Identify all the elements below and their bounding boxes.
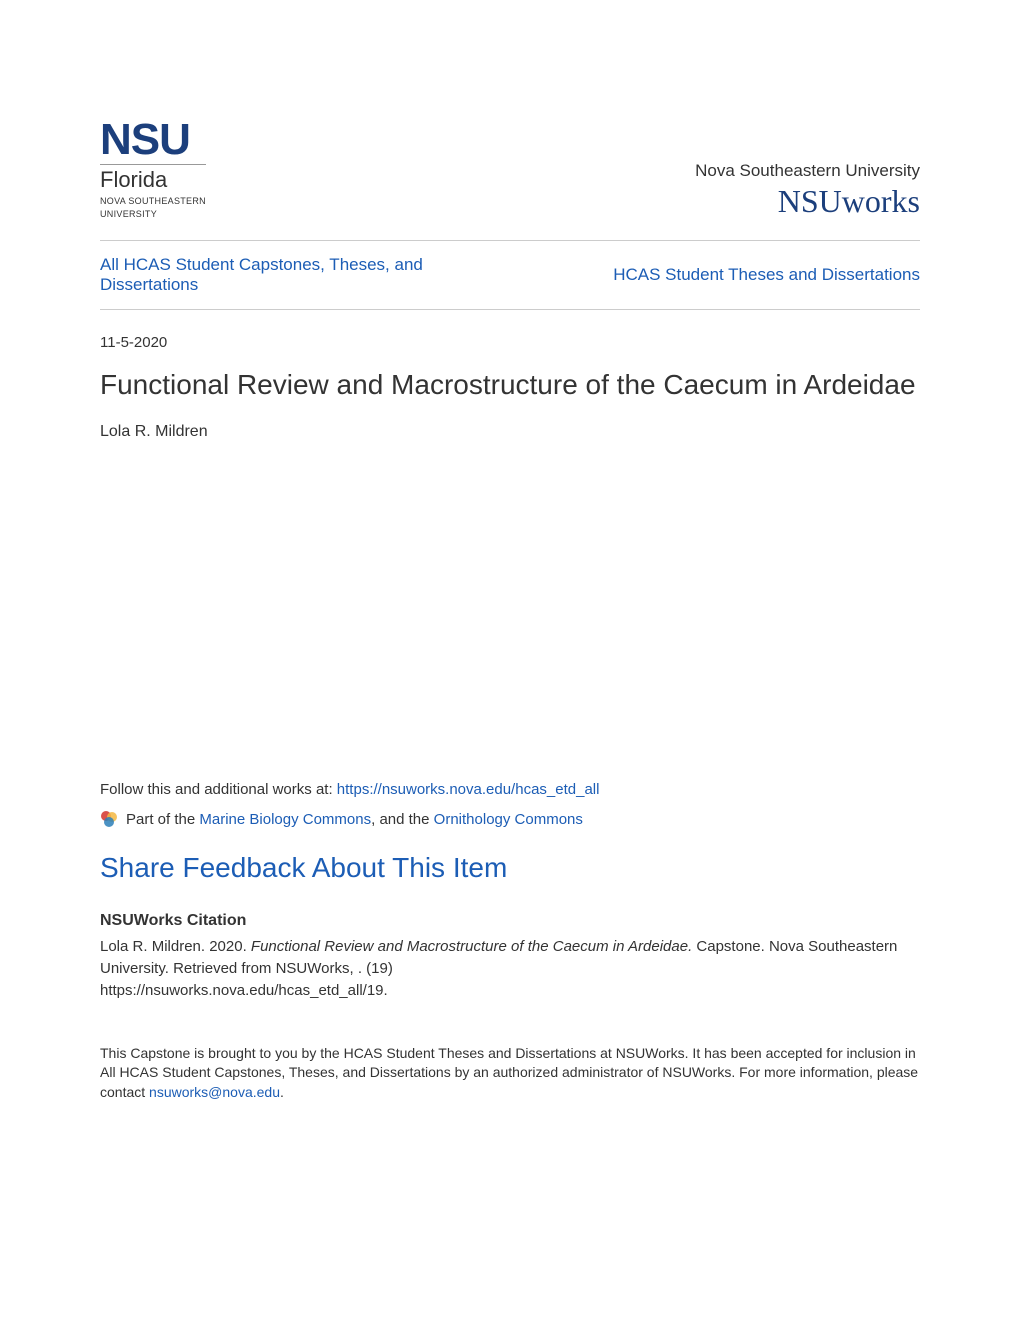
- footer-email-link[interactable]: nsuworks@nova.edu: [149, 1084, 280, 1100]
- part-of-prefix: Part of the: [126, 811, 199, 828]
- nav-left: All HCAS Student Capstones, Theses, and …: [100, 255, 460, 295]
- document-title: Functional Review and Macrostructure of …: [100, 369, 920, 401]
- citation-title: Functional Review and Macrostructure of …: [251, 938, 692, 955]
- citation-author-year: Lola R. Mildren. 2020.: [100, 938, 251, 955]
- citation-heading: NSUWorks Citation: [100, 912, 920, 930]
- feedback-title-text: Share Feedback About This Item: [100, 852, 507, 883]
- header-right: Nova Southeastern University NSUworks: [695, 161, 920, 220]
- nav-row: All HCAS Student Capstones, Theses, and …: [100, 240, 920, 310]
- part-of-connector: , and the: [371, 811, 434, 828]
- feedback-link[interactable]: Share Feedback About This Item: [100, 852, 920, 884]
- footer-text: This Capstone is brought to you by the H…: [100, 1044, 920, 1103]
- site-name[interactable]: NSUworks: [695, 183, 920, 220]
- commons-link-2[interactable]: Ornithology Commons: [434, 811, 583, 828]
- commons-link-1[interactable]: Marine Biology Commons: [199, 811, 371, 828]
- author-name: Lola R. Mildren: [100, 423, 920, 441]
- site-name-text: NSUworks: [778, 183, 920, 219]
- follow-url-link[interactable]: https://nsuworks.nova.edu/hcas_etd_all: [337, 781, 600, 798]
- institution-name: Nova Southeastern University: [695, 161, 920, 181]
- publication-date: 11-5-2020: [100, 334, 920, 351]
- footer-part2: .: [280, 1084, 284, 1100]
- series-link[interactable]: HCAS Student Theses and Dissertations: [613, 265, 920, 284]
- logo-block: NSU Florida NOVA SOUTHEASTERN UNIVERSITY: [100, 120, 206, 220]
- part-of-text: Part of the Marine Biology Commons, and …: [126, 811, 583, 828]
- citation-url: https://nsuworks.nova.edu/hcas_etd_all/1…: [100, 982, 388, 999]
- follow-prefix: Follow this and additional works at:: [100, 781, 337, 798]
- logo-subtitle: Florida: [100, 164, 206, 193]
- part-of-row: Part of the Marine Biology Commons, and …: [100, 810, 920, 828]
- network-icon: [100, 810, 118, 828]
- logo-main: NSU: [100, 120, 206, 160]
- citation-body: Lola R. Mildren. 2020. Functional Review…: [100, 936, 920, 1001]
- logo-subtext-1: NOVA SOUTHEASTERN: [100, 197, 206, 207]
- logo-subtext-2: UNIVERSITY: [100, 210, 206, 220]
- nav-right: HCAS Student Theses and Dissertations: [613, 265, 920, 285]
- header-row: NSU Florida NOVA SOUTHEASTERN UNIVERSITY…: [100, 120, 920, 220]
- follow-text: Follow this and additional works at: htt…: [100, 781, 920, 798]
- collection-link[interactable]: All HCAS Student Capstones, Theses, and …: [100, 255, 423, 294]
